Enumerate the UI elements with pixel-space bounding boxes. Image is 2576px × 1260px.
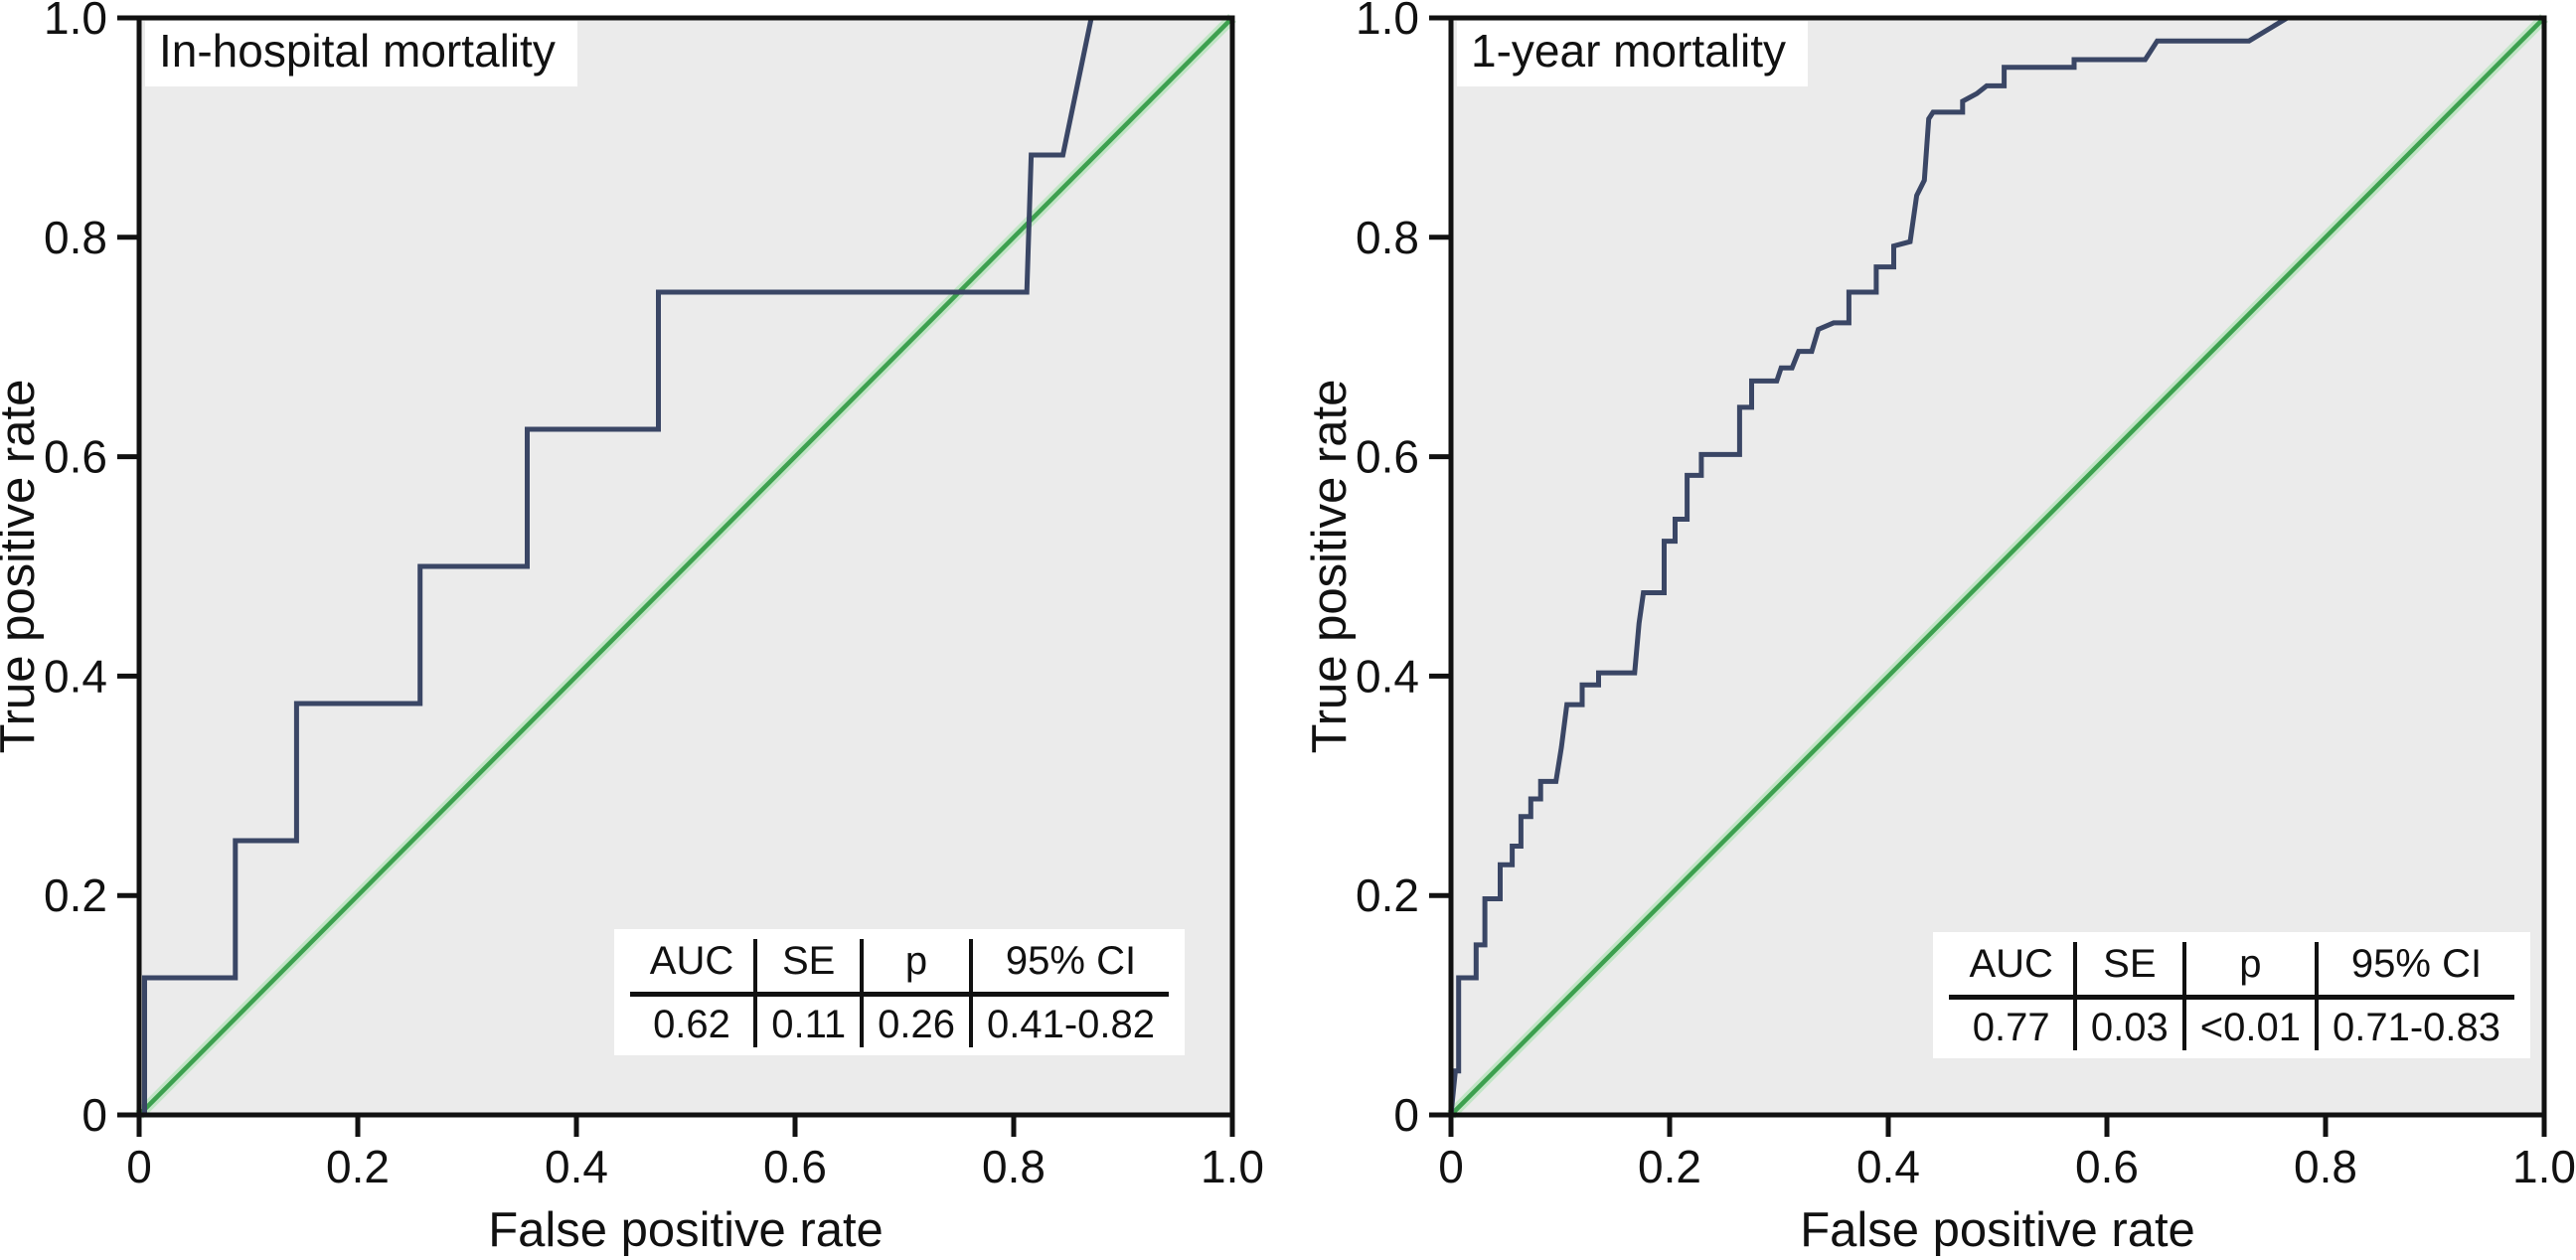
x-tick-label: 1.0	[2512, 1141, 2576, 1192]
plot-frame	[136, 15, 1235, 1118]
x-tick-label: 0.4	[1856, 1141, 1920, 1192]
stats-header-cell: p	[2181, 942, 2317, 1000]
y-tick-label: 0	[81, 1089, 107, 1141]
stats-value-cell: 0.71-0.83	[2314, 997, 2514, 1050]
roc-plot-in-hospital: 0 0.2 0.4 0.6 0.8 1.0 0 0.2 0.4 0.6 0.8 1.0 False po…	[0, 0, 1264, 1257]
x-tick-label: 1.0	[1201, 1141, 1264, 1192]
reference-line	[1449, 16, 2546, 1117]
stats-header-row: AUC SE p 95% CI	[1949, 942, 2514, 1000]
roc-panel-1-year-mortality: 0 0.2 0.4 0.6 0.8 1.0 0 0.2 0.4 0.6 0.8 1.0 False po…	[1288, 0, 2576, 1260]
stats-value-cell: 0.62	[653, 1003, 730, 1046]
roc-curve	[139, 15, 1232, 1118]
stats-value-cell: 0.26	[860, 994, 971, 1047]
stats-value-cell: 0.77	[1972, 1006, 2050, 1049]
y-tick-label: 0.6	[1356, 431, 1419, 483]
x-axis-title: False positive rate	[488, 1203, 884, 1257]
stats-table: AUC SE p 95% CI 0.62 0.11 0.26 0.41-0.82	[629, 939, 1169, 1047]
panel-title: 1-year mortality	[1457, 21, 1808, 86]
plot-frame	[1448, 15, 2547, 1118]
stats-table: AUC SE p 95% CI 0.77 0.03 <0.01 0.71-0.83	[1949, 942, 2514, 1050]
y-axis-title: True positive rate	[0, 380, 45, 754]
stats-box: AUC SE p 95% CI 0.77 0.03 <0.01 0.71-0.83	[1933, 932, 2530, 1058]
panel-title: In-hospital mortality	[145, 21, 577, 86]
y-tick-label: 1.0	[44, 0, 107, 44]
x-tick-label: 0.6	[763, 1141, 827, 1192]
roc-plot-1-year: 0 0.2 0.4 0.6 0.8 1.0 0 0.2 0.4 0.6 0.8 1.0 False po…	[1303, 0, 2576, 1257]
stats-value-cell: <0.01	[2181, 997, 2317, 1050]
stats-header-cell: AUC	[629, 939, 756, 997]
stats-header-cell: p	[860, 939, 971, 997]
y-tick-label: 0.4	[1356, 650, 1419, 702]
y-tick-label: 0.6	[44, 431, 107, 483]
x-tick-label: 0.8	[2294, 1141, 2357, 1192]
reference-line	[137, 16, 1234, 1117]
stats-value-row: 0.62 0.11 0.26 0.41-0.82	[630, 994, 1169, 1047]
stats-box: AUC SE p 95% CI 0.62 0.11 0.26 0.41-0.82	[613, 929, 1185, 1055]
x-tick-label: 0.4	[545, 1141, 608, 1192]
x-tick-label: 0.6	[2075, 1141, 2139, 1192]
stats-header-cell: 95% CI	[968, 939, 1169, 997]
y-tick-label: 0.2	[1356, 869, 1419, 921]
stats-header-cell: AUC	[1949, 942, 2075, 1000]
y-tick-label: 0.8	[1356, 212, 1419, 263]
y-tick-label: 0.2	[44, 869, 107, 921]
stats-header-cell: SE	[753, 939, 863, 997]
x-tick-label: 0.8	[982, 1141, 1046, 1192]
y-tick-label: 0	[1393, 1089, 1419, 1141]
y-tick-label: 0.4	[44, 650, 107, 702]
y-tick-label: 0.8	[44, 212, 107, 263]
x-tick-label: 0	[126, 1141, 152, 1192]
x-tick-label: 0.2	[326, 1141, 390, 1192]
stats-value-cell: 0.11	[753, 994, 863, 1047]
stats-value-row: 0.77 0.03 <0.01 0.71-0.83	[1949, 997, 2514, 1050]
roc-panel-in-hospital-mortality: 0 0.2 0.4 0.6 0.8 1.0 0 0.2 0.4 0.6 0.8 1.0 False po…	[0, 0, 1264, 1257]
stats-header-cell: 95% CI	[2314, 942, 2514, 1000]
y-tick-label: 1.0	[1356, 0, 1419, 44]
stats-header-cell: SE	[2072, 942, 2184, 1000]
stats-value-cell: 0.41-0.82	[968, 994, 1169, 1047]
roc-curve	[1448, 15, 2544, 1116]
x-tick-label: 0	[1438, 1141, 1464, 1192]
stats-header-row: AUC SE p 95% CI	[629, 939, 1169, 997]
x-axis-title: False positive rate	[1800, 1203, 2195, 1257]
stats-value-cell: 0.03	[2072, 997, 2184, 1050]
y-axis-title: True positive rate	[1303, 380, 1357, 754]
x-tick-label: 0.2	[1638, 1141, 1701, 1192]
